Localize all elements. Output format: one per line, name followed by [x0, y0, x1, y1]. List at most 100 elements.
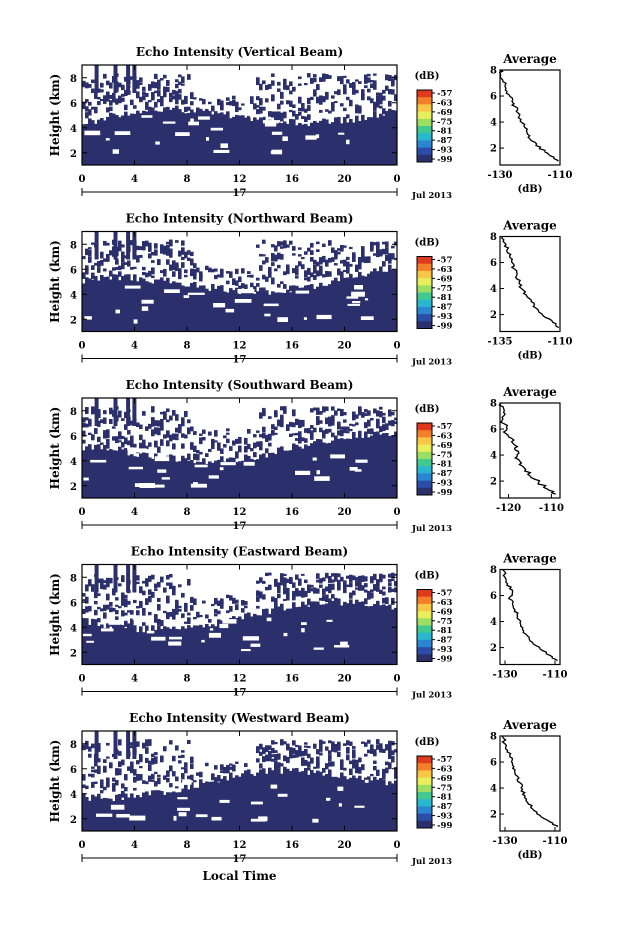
colorbar-tick-label: -63 [437, 265, 452, 275]
echo-cell [268, 294, 272, 332]
echo-cell [91, 449, 95, 498]
echo-cell [187, 250, 191, 253]
echo-cell [379, 411, 383, 418]
date-label: 17 [233, 188, 247, 199]
y-tick-label: 4 [70, 124, 77, 135]
echo-cell [322, 433, 326, 439]
echo-cell [334, 250, 338, 257]
echo-cell [214, 597, 218, 605]
echo-cell [187, 106, 191, 111]
echo-cell [94, 796, 98, 831]
y-tick-label: 2 [70, 149, 77, 160]
echo-cell [160, 576, 164, 583]
echo-cell [277, 419, 281, 427]
echo-cell [187, 578, 191, 586]
echo-cell [328, 240, 332, 246]
echo-gap [173, 815, 177, 821]
echo-cell [103, 258, 107, 262]
echo-cell [175, 282, 179, 332]
echo-cell [298, 247, 302, 250]
echo-cell [154, 441, 158, 447]
echo-cell [103, 759, 107, 763]
echo-cell [208, 619, 212, 623]
echo-cell [199, 461, 203, 498]
echo-cell [391, 578, 395, 582]
echo-cell [142, 278, 146, 332]
echo-cell [388, 435, 392, 498]
echo-cell [133, 625, 137, 665]
echo-cell [103, 432, 107, 439]
echo-cell [313, 587, 317, 590]
echo-cell [358, 601, 362, 665]
echo-cell [349, 83, 353, 88]
average-x-tick-label: -130 [487, 170, 512, 181]
echo-cell [148, 795, 152, 831]
echo-cell [328, 577, 332, 582]
echo-cell [382, 586, 386, 590]
echo-cell [274, 114, 278, 122]
colorbar-tick-label: -87 [437, 303, 452, 313]
colorbar-tick-label: -69 [437, 774, 452, 784]
echo-cell [145, 578, 149, 582]
echo-cell [238, 115, 242, 165]
echo-cell [184, 100, 188, 105]
echo-cell [358, 759, 362, 763]
echo-cell [331, 583, 335, 590]
echo-cell [178, 424, 182, 431]
echo-cell [184, 458, 188, 498]
echo-gap [234, 299, 252, 303]
echo-cell [280, 739, 284, 746]
echo-cell [346, 754, 350, 761]
echo-cell [292, 740, 296, 745]
echo-cell [166, 574, 170, 580]
echo-cell [145, 445, 149, 450]
echo-cell [319, 597, 323, 601]
colorbar-segment [417, 314, 432, 322]
echo-cell [139, 113, 143, 165]
colorbar-segment [417, 154, 432, 163]
echo-cell [145, 625, 149, 665]
echo-cell [178, 88, 182, 94]
echo-cell [220, 778, 224, 831]
echo-cell [82, 793, 86, 831]
echo-cell [337, 281, 341, 332]
echo-cell [370, 80, 374, 83]
echo-cell [136, 610, 140, 613]
echo-cell [199, 271, 203, 277]
echo-cell [304, 579, 308, 584]
colorbar-segment [417, 639, 432, 648]
echo-cell [280, 416, 284, 423]
echo-gap [164, 289, 180, 293]
echo-cell [340, 271, 344, 278]
echo-cell [88, 753, 92, 758]
echo-cell [163, 74, 167, 79]
echo-cell [175, 609, 179, 615]
echo-cell [136, 259, 140, 262]
echo-cell [229, 763, 233, 766]
echo-cell [97, 765, 101, 773]
echo-cell [139, 99, 143, 102]
x-tick-label: 0 [394, 840, 401, 851]
echo-cell [160, 100, 164, 107]
echo-cell [118, 82, 122, 88]
echo-cell [163, 414, 167, 419]
echo-cell [166, 777, 170, 783]
echo-cell [346, 747, 350, 752]
echo-cell [172, 590, 176, 596]
echo-gap [96, 813, 113, 817]
echo-cell [211, 603, 215, 607]
echo-cell [265, 290, 269, 332]
echo-cell [241, 268, 245, 274]
echo-cell [346, 740, 350, 746]
echo-cell [268, 767, 272, 831]
echo-cell [259, 454, 263, 498]
echo-cell [187, 257, 191, 262]
echo-cell [126, 65, 131, 93]
echo-cell [274, 603, 278, 611]
echo-cell [325, 572, 329, 579]
echo-cell [127, 455, 131, 498]
echo-gap [90, 459, 107, 463]
echo-cell [367, 77, 371, 83]
echo-cell [331, 101, 335, 108]
echo-cell [115, 772, 119, 776]
